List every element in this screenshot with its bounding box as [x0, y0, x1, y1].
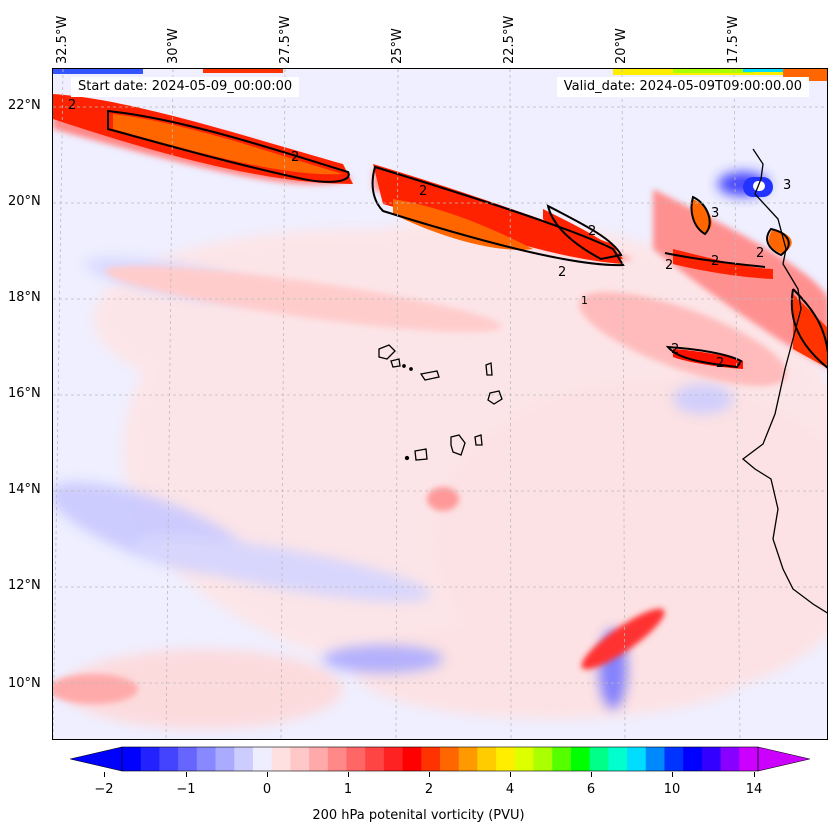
colorbar-swatch [440, 747, 460, 771]
colorbar-swatch [234, 747, 254, 771]
colorbar-tick-label: 10 [663, 782, 681, 797]
colorbar-swatch [290, 747, 310, 771]
colorbar-swatch [720, 747, 740, 771]
colorbar-swatch [514, 747, 535, 771]
colorbar-swatch [178, 747, 198, 771]
colorbar-tick-label: 0 [262, 782, 272, 797]
colorbar-tick [672, 772, 673, 777]
colorbar-swatch [496, 747, 516, 771]
valid-date-label: Valid_date: 2024-05-09T09:00:00.00 [556, 77, 809, 97]
colorbar-swatch [327, 747, 347, 771]
colorbar-swatch [701, 747, 722, 771]
map-panel: 2 2 2 2 2 2 2 2 2 2 3 3 1 [52, 68, 828, 740]
contour-label-3: 3 [783, 178, 791, 193]
colorbar [70, 746, 810, 772]
colorbar-tick [429, 772, 430, 777]
colorbar-swatch [458, 747, 478, 771]
lon-label: 32.5°W [55, 15, 70, 64]
contour-label: 2 [671, 342, 679, 357]
colorbar-swatch [365, 747, 385, 771]
colorbar-extend-high [757, 746, 810, 772]
colorbar-tick [754, 772, 755, 777]
coastline [741, 148, 827, 614]
colorbar-swatch [346, 747, 366, 771]
lat-label: 10°N [8, 676, 41, 691]
colorbar-swatch [627, 747, 647, 771]
colorbar-border [121, 746, 759, 772]
contour-label: 2 [716, 356, 724, 371]
lat-label: 18°N [8, 290, 41, 305]
colorbar-tick [186, 772, 187, 777]
colorbar-swatch [533, 747, 553, 771]
colorbar-tick-label: 1 [343, 782, 353, 797]
lon-label: 30°W [166, 28, 181, 64]
colorbar-swatch [739, 747, 759, 771]
colorbar-swatch [421, 747, 441, 771]
colorbar-swatch [402, 747, 422, 771]
colorbar-swatch [159, 747, 179, 771]
contour-label: 2 [665, 258, 673, 273]
contour-label: 2 [756, 246, 764, 261]
colorbar-tick [591, 772, 592, 777]
lon-label: 22.5°W [502, 15, 517, 64]
colorbar-swatch [589, 747, 609, 771]
lon-label: 17.5°W [726, 15, 741, 64]
contour-label: 2 [588, 224, 596, 239]
pv-field: 2 2 2 2 2 2 2 2 2 2 3 3 1 [53, 69, 827, 739]
start-date-label: Start date: 2024-05-09_00:00:00 [71, 77, 300, 97]
lat-label: 22°N [8, 98, 41, 113]
contour-label: 2 [419, 184, 427, 199]
colorbar-swatch [552, 747, 572, 771]
colorbar-tick-label: 6 [586, 782, 596, 797]
colorbar-swatch [122, 747, 142, 771]
contour-label: 2 [558, 265, 566, 280]
colorbar-swatch [271, 747, 291, 771]
colorbar-tick-label: −1 [176, 782, 196, 797]
colorbar-tick [510, 772, 511, 777]
colorbar-swatch [664, 747, 684, 771]
colorbar-swatch [196, 747, 217, 771]
colorbar-swatch [252, 747, 273, 771]
lat-label: 12°N [8, 578, 41, 593]
colorbar-swatch [477, 747, 497, 771]
colorbar-extend-low [70, 746, 123, 772]
colorbar-tick [348, 772, 349, 777]
colorbar-swatch [215, 747, 235, 771]
colorbar-tick-label: 4 [505, 782, 515, 797]
colorbar-tick-label: −2 [94, 782, 114, 797]
colorbar-swatch [140, 747, 160, 771]
lat-label: 14°N [8, 482, 41, 497]
colorbar-swatch [383, 747, 404, 771]
colorbar-tick-label: 14 [745, 782, 763, 797]
contour-label: 2 [68, 98, 76, 113]
colorbar-swatch [309, 747, 329, 771]
colorbar-tick [267, 772, 268, 777]
lon-label: 20°W [614, 28, 629, 64]
colorbar-label: 200 hPa potenital vorticity (PVU) [312, 808, 525, 823]
colorbar-swatch [570, 747, 591, 771]
lon-label: 25°W [390, 28, 405, 64]
lat-label: 16°N [8, 386, 41, 401]
islands [378, 344, 503, 461]
contour-label: 2 [711, 254, 719, 269]
contour-label-3: 3 [711, 206, 719, 221]
lat-label: 20°N [8, 194, 41, 209]
lon-label: 27.5°W [278, 15, 293, 64]
colorbar-swatch [645, 747, 665, 771]
colorbar-tick-label: 2 [424, 782, 434, 797]
colorbar-swatch [608, 747, 628, 771]
contour-label: 2 [291, 150, 299, 165]
colorbar-swatch [683, 747, 703, 771]
contour-label-1: 1 [581, 294, 588, 307]
colorbar-tick [104, 772, 105, 777]
